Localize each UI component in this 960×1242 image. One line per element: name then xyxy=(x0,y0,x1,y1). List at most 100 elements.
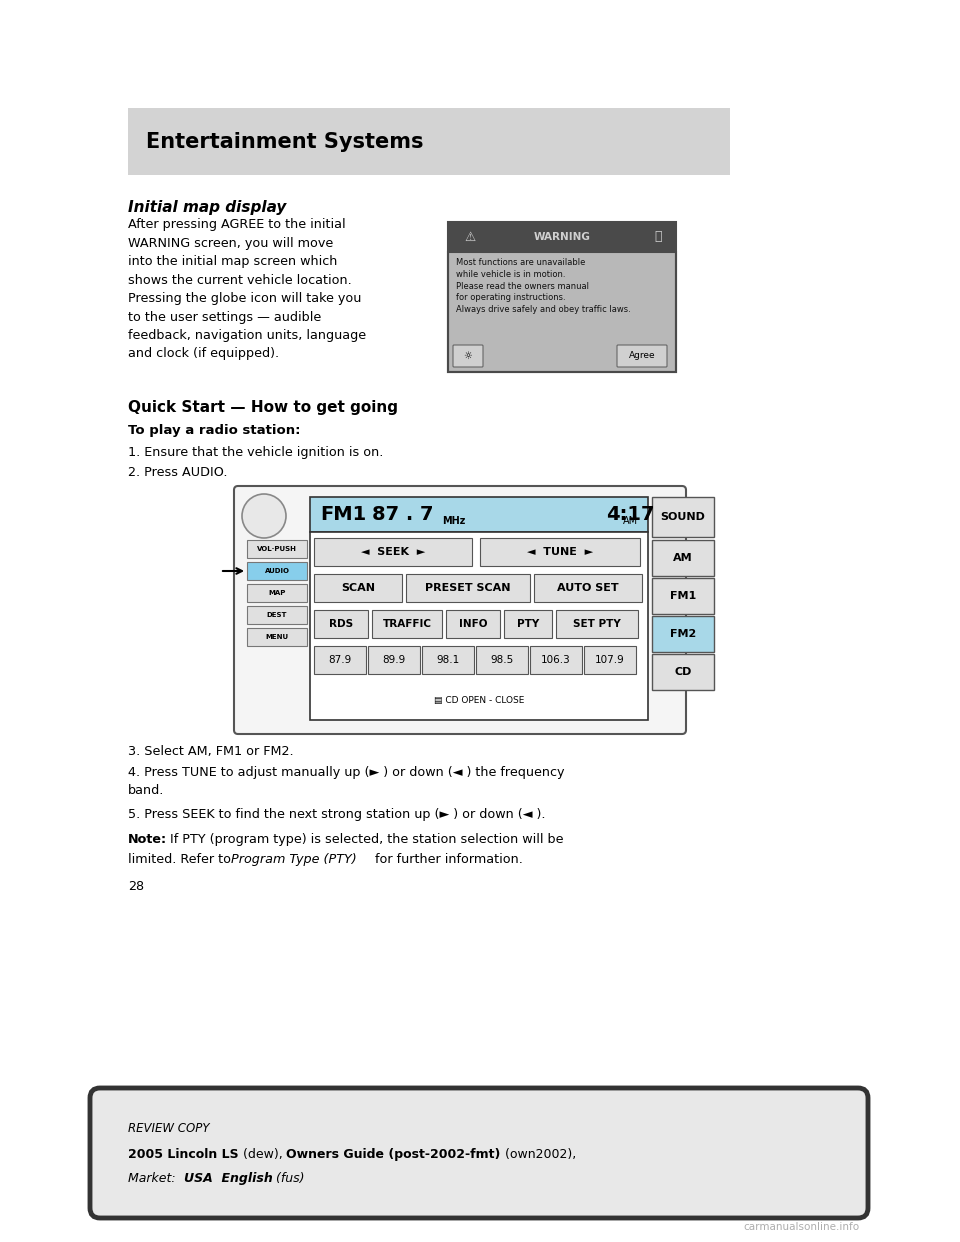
Text: 3. Select AM, FM1 or FM2.: 3. Select AM, FM1 or FM2. xyxy=(128,745,294,758)
Text: Entertainment Systems: Entertainment Systems xyxy=(146,132,423,152)
Text: 2. Press AUDIO.: 2. Press AUDIO. xyxy=(128,466,228,479)
Text: 1. Ensure that the vehicle ignition is on.: 1. Ensure that the vehicle ignition is o… xyxy=(128,446,383,460)
Bar xyxy=(368,646,420,674)
Bar xyxy=(504,610,552,638)
Bar xyxy=(314,646,366,674)
Text: FM1: FM1 xyxy=(670,591,696,601)
Text: 106.3: 106.3 xyxy=(541,655,571,664)
Text: TRAFFIC: TRAFFIC xyxy=(382,619,431,628)
Bar xyxy=(652,616,714,652)
Text: SOUND: SOUND xyxy=(660,512,706,522)
Text: 87 . 7: 87 . 7 xyxy=(372,505,434,524)
Text: MHz: MHz xyxy=(442,515,466,525)
Bar xyxy=(530,646,582,674)
Text: AUDIO: AUDIO xyxy=(265,568,290,574)
Bar xyxy=(422,646,474,674)
Bar xyxy=(652,540,714,576)
Bar xyxy=(247,540,307,558)
Text: Quick Start — How to get going: Quick Start — How to get going xyxy=(128,400,398,415)
Text: PRESET SCAN: PRESET SCAN xyxy=(425,582,511,592)
Bar xyxy=(448,222,676,373)
Text: ◄  TUNE  ►: ◄ TUNE ► xyxy=(527,546,593,556)
Text: MENU: MENU xyxy=(265,633,289,640)
Text: FM1: FM1 xyxy=(320,505,367,524)
Text: for further information.: for further information. xyxy=(371,853,523,866)
Text: (dew),: (dew), xyxy=(239,1148,286,1161)
Bar xyxy=(247,628,307,646)
Text: VOL·PUSH: VOL·PUSH xyxy=(257,546,297,551)
Text: 87.9: 87.9 xyxy=(328,655,351,664)
Bar xyxy=(314,610,368,638)
Text: Market:: Market: xyxy=(128,1172,183,1185)
Bar xyxy=(446,610,500,638)
Text: MAP: MAP xyxy=(268,590,286,596)
Bar xyxy=(247,606,307,623)
Text: 28: 28 xyxy=(128,881,144,893)
Bar xyxy=(652,497,714,537)
Bar xyxy=(247,584,307,602)
Text: AUTO SET: AUTO SET xyxy=(557,582,619,592)
Bar xyxy=(314,538,472,566)
Bar xyxy=(584,646,636,674)
Text: RDS: RDS xyxy=(329,619,353,628)
Text: AM: AM xyxy=(673,553,693,563)
Text: REVIEW COPY: REVIEW COPY xyxy=(128,1122,209,1135)
Text: CD: CD xyxy=(674,667,692,677)
FancyBboxPatch shape xyxy=(234,486,686,734)
Text: Note:: Note: xyxy=(128,833,167,846)
Text: ▤ CD OPEN - CLOSE: ▤ CD OPEN - CLOSE xyxy=(434,696,524,704)
Text: Agree: Agree xyxy=(629,351,656,360)
FancyBboxPatch shape xyxy=(453,345,483,366)
Bar xyxy=(652,578,714,614)
Text: 5. Press SEEK to find the next strong station up (► ) or down (◄ ).: 5. Press SEEK to find the next strong st… xyxy=(128,809,545,821)
Text: 2005 Lincoln LS: 2005 Lincoln LS xyxy=(128,1148,239,1161)
Bar xyxy=(310,532,648,720)
Bar xyxy=(448,252,676,373)
Bar xyxy=(406,574,530,602)
Bar xyxy=(314,574,402,602)
Text: USA  English: USA English xyxy=(183,1172,273,1185)
Text: 98.1: 98.1 xyxy=(437,655,460,664)
Text: 4:17: 4:17 xyxy=(606,505,655,524)
FancyBboxPatch shape xyxy=(90,1088,868,1218)
Bar xyxy=(652,655,714,691)
Bar xyxy=(448,222,676,252)
Text: 107.9: 107.9 xyxy=(595,655,625,664)
Text: (own2002),: (own2002), xyxy=(501,1148,576,1161)
FancyBboxPatch shape xyxy=(617,345,667,366)
Bar xyxy=(556,610,638,638)
Text: Initial map display: Initial map display xyxy=(128,200,286,215)
Text: Owners Guide (post-2002-fmt): Owners Guide (post-2002-fmt) xyxy=(286,1148,501,1161)
Text: limited. Refer to: limited. Refer to xyxy=(128,853,235,866)
Bar xyxy=(247,561,307,580)
Text: ⚠: ⚠ xyxy=(465,231,475,243)
Text: AM: AM xyxy=(623,515,638,525)
Text: SCAN: SCAN xyxy=(341,582,375,592)
Bar xyxy=(372,610,442,638)
Text: WARNING: WARNING xyxy=(534,232,590,242)
Text: ⓘ: ⓘ xyxy=(655,231,661,243)
Text: After pressing AGREE to the initial
WARNING screen, you will move
into the initi: After pressing AGREE to the initial WARN… xyxy=(128,219,366,360)
Text: INFO: INFO xyxy=(459,619,488,628)
Text: 98.5: 98.5 xyxy=(491,655,514,664)
Text: To play a radio station:: To play a radio station: xyxy=(128,424,300,437)
Bar xyxy=(476,646,528,674)
Bar xyxy=(310,497,648,532)
Text: DEST: DEST xyxy=(267,612,287,619)
Text: 89.9: 89.9 xyxy=(382,655,406,664)
Text: ☼: ☼ xyxy=(464,351,472,361)
Bar xyxy=(534,574,642,602)
Text: Most functions are unavailable
while vehicle is in motion.
Please read the owner: Most functions are unavailable while veh… xyxy=(456,258,631,314)
Text: carmanualsonline.info: carmanualsonline.info xyxy=(744,1222,860,1232)
Circle shape xyxy=(242,494,286,538)
Text: Program Type (PTY): Program Type (PTY) xyxy=(231,853,357,866)
Text: FM2: FM2 xyxy=(670,628,696,638)
Text: 4. Press TUNE to adjust manually up (► ) or down (◄ ) the frequency
band.: 4. Press TUNE to adjust manually up (► )… xyxy=(128,766,564,797)
Text: If PTY (program type) is selected, the station selection will be: If PTY (program type) is selected, the s… xyxy=(166,833,564,846)
Text: SET PTY: SET PTY xyxy=(573,619,621,628)
Text: (fus): (fus) xyxy=(273,1172,305,1185)
Text: PTY: PTY xyxy=(516,619,540,628)
Text: ◄  SEEK  ►: ◄ SEEK ► xyxy=(361,546,425,556)
Bar xyxy=(480,538,640,566)
Bar xyxy=(128,108,730,175)
